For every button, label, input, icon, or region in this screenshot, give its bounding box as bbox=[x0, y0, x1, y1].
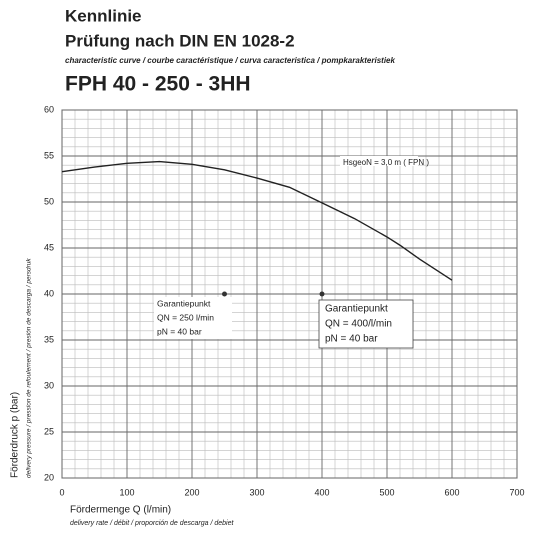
y-tick-label: 25 bbox=[44, 426, 54, 436]
annotation: pN = 40 bar bbox=[325, 334, 378, 345]
y-tick-label: 30 bbox=[44, 380, 54, 390]
annotation-box bbox=[318, 299, 414, 349]
x-tick-label: 500 bbox=[379, 487, 394, 497]
annotation: QN = 250 l/min bbox=[157, 312, 214, 322]
x-tick-label: 400 bbox=[314, 487, 329, 497]
x-axis-label: Fördermenge Q (l/min) bbox=[70, 505, 171, 516]
y-tick-label: 60 bbox=[44, 104, 54, 114]
y-tick-label: 45 bbox=[44, 242, 54, 252]
languages: characteristic curve / courbe caractéris… bbox=[65, 56, 396, 65]
annotation: HsgeoN = 3,0 m ( FPN ) bbox=[343, 158, 429, 167]
chart-subtitle: Prüfung nach DIN EN 1028-2 bbox=[65, 31, 295, 50]
annotation: Garantiepunkt bbox=[325, 304, 388, 315]
y-tick-label: 20 bbox=[44, 472, 54, 482]
chart-title: Kennlinie bbox=[65, 6, 142, 25]
annotation: Garantiepunkt bbox=[157, 298, 211, 308]
model: FPH 40 - 250 - 3HH bbox=[65, 73, 251, 96]
annotation-bg bbox=[340, 156, 418, 166]
x-axis-sublabel: delivery rate / débit / proporción de de… bbox=[70, 520, 234, 527]
curve bbox=[61, 160, 453, 281]
x-tick-label: 600 bbox=[444, 487, 459, 497]
guarantee-point bbox=[222, 291, 227, 297]
x-tick-label: 100 bbox=[119, 487, 134, 497]
annotation: pN = 40 bar bbox=[157, 326, 202, 336]
y-tick-label: 55 bbox=[44, 150, 54, 160]
annotation-bg bbox=[154, 297, 232, 339]
y-axis-label: Förderdruck p (bar) bbox=[10, 392, 21, 478]
x-tick-label: 700 bbox=[509, 487, 524, 497]
y-tick-label: 50 bbox=[44, 196, 54, 206]
annotation: QN = 400/l/min bbox=[325, 319, 392, 330]
guarantee-point bbox=[319, 291, 325, 297]
x-tick-label: 300 bbox=[249, 487, 264, 497]
y-axis-sublabel: delivery pressure / pression de refoulem… bbox=[26, 258, 33, 478]
y-tick-label: 35 bbox=[44, 334, 54, 344]
x-tick-label: 0 bbox=[59, 487, 64, 497]
x-tick-label: 200 bbox=[184, 487, 199, 497]
y-tick-label: 40 bbox=[44, 288, 54, 298]
